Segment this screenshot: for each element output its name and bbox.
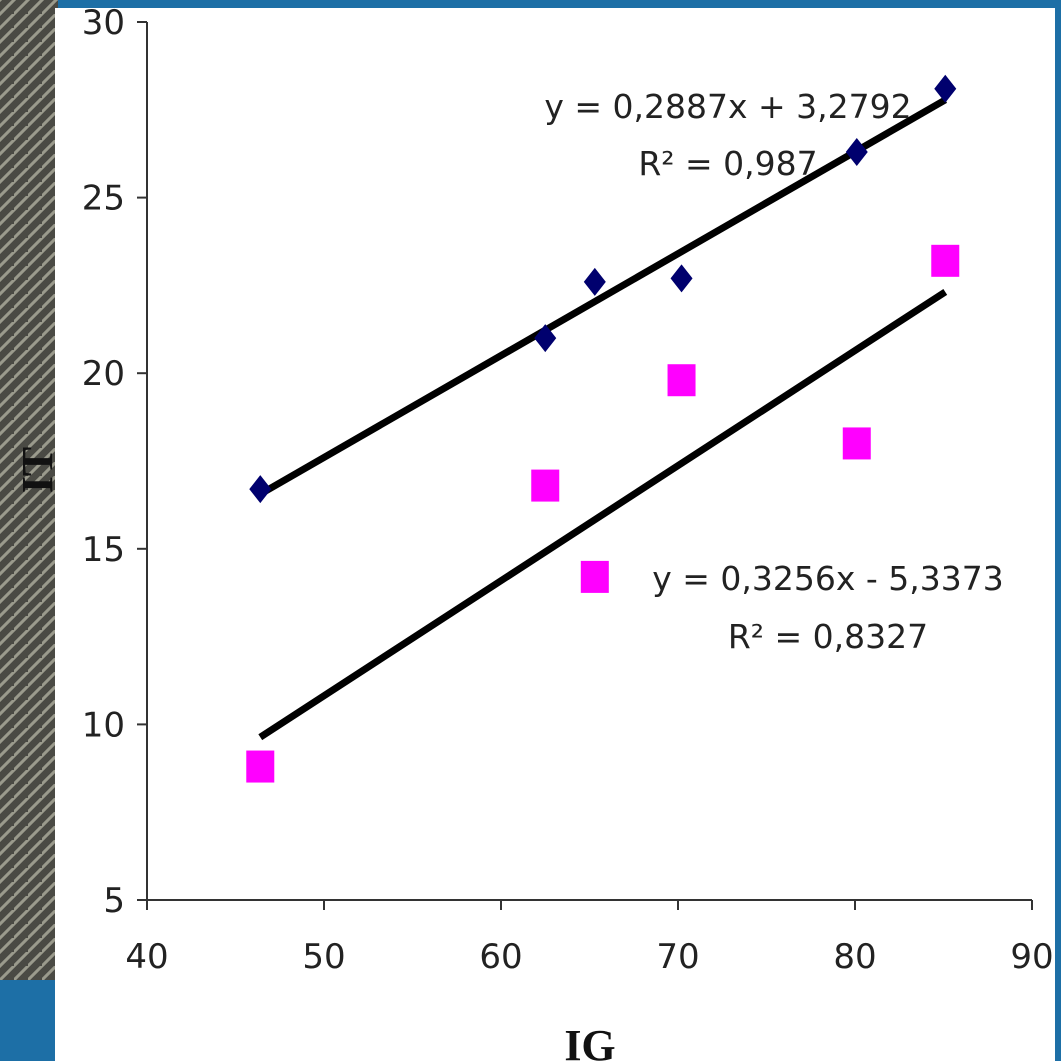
point	[581, 561, 609, 593]
trend-equation: y = 0,3256x - 5,3373	[652, 559, 1004, 598]
plot-panel	[55, 8, 1055, 1061]
x-tick-label: 70	[656, 937, 699, 977]
x-tick-label: 80	[833, 937, 876, 977]
x-tick-label: 60	[479, 937, 522, 977]
x-tick-label: 90	[1010, 937, 1053, 977]
y-tick-label: 15	[82, 530, 125, 570]
point	[246, 751, 274, 783]
y-tick-label: 25	[82, 179, 125, 219]
y-tick-label: 5	[103, 881, 125, 921]
point	[668, 364, 696, 396]
y-tick-label: 10	[82, 705, 125, 745]
x-axis-title: IG	[564, 1021, 615, 1061]
page: 5 10 15 20 25 30 40 50 60 70 80 90 IG IT y = 0,2887x +…	[0, 0, 1061, 1061]
x-tick-label: 50	[302, 937, 345, 977]
trend-equation: y = 0,2887x + 3,2792	[544, 87, 911, 126]
trend-equation: R² = 0,987	[638, 144, 817, 183]
point	[531, 470, 559, 502]
point	[931, 245, 959, 277]
chart: 5 10 15 20 25 30 40 50 60 70 80 90 IG IT y = 0,2887x +…	[0, 0, 1061, 1061]
y-tick-label: 30	[82, 3, 125, 43]
point	[843, 427, 871, 459]
y-axis-title: IT	[13, 447, 62, 493]
x-tick-label: 40	[125, 937, 168, 977]
y-tick-label: 20	[82, 354, 125, 394]
trend-equation: R² = 0,8327	[728, 617, 928, 656]
